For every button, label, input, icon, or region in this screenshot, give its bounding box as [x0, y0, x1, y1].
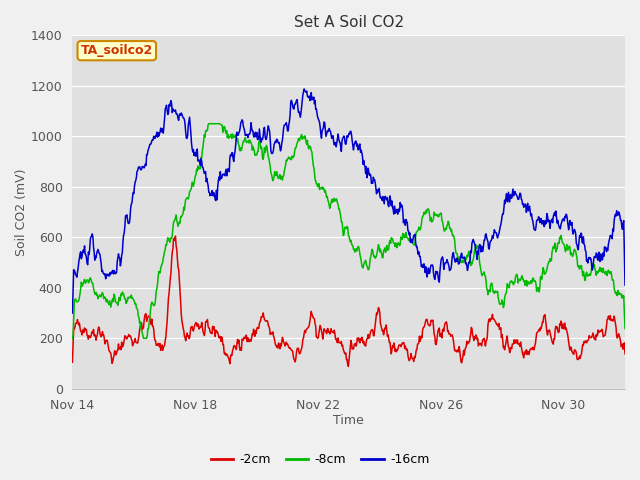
Y-axis label: Soil CO2 (mV): Soil CO2 (mV)	[15, 168, 28, 256]
X-axis label: Time: Time	[333, 414, 364, 427]
Text: TA_soilco2: TA_soilco2	[81, 44, 153, 57]
Title: Set A Soil CO2: Set A Soil CO2	[294, 15, 404, 30]
Legend: -2cm, -8cm, -16cm: -2cm, -8cm, -16cm	[205, 448, 435, 471]
